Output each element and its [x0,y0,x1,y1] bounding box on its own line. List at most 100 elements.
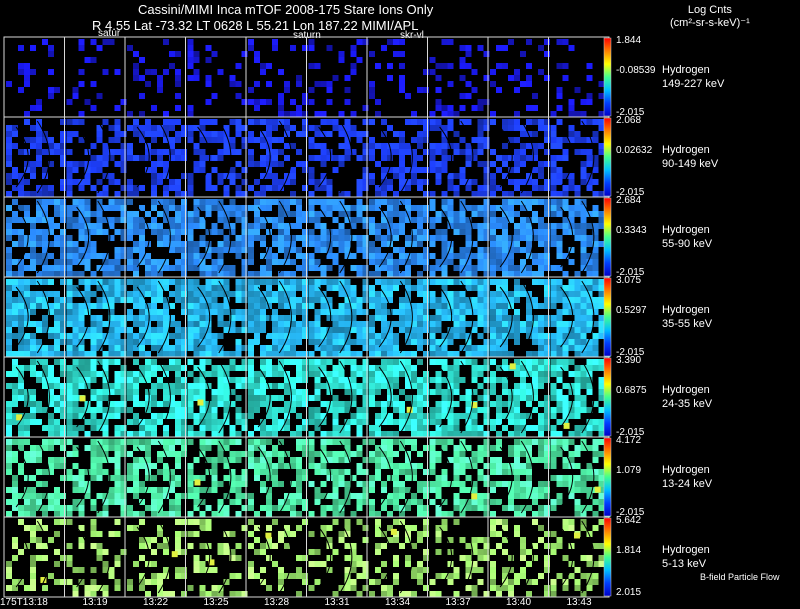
count-pixel [514,161,520,167]
count-pixel [248,377,254,383]
count-pixel [586,475,593,481]
count-pixel [169,235,175,241]
count-pixel [24,75,30,81]
count-pixel [266,173,272,179]
image-panel [306,276,369,358]
count-pixel [12,271,18,277]
count-pixel [151,339,157,345]
count-pixel [284,119,290,125]
count-pixel [490,279,496,285]
count-pixel [72,93,79,99]
count-pixel [490,149,496,155]
count-pixel [235,493,242,499]
image-panel [548,356,611,438]
count-pixel [163,487,169,493]
count-pixel [78,279,85,285]
count-pixel [586,63,593,69]
count-pixel [169,247,175,253]
count-pixel [78,45,85,51]
count-pixel [550,439,557,445]
count-pixel [375,345,381,351]
count-pixel [278,217,284,223]
count-pixel [96,137,103,143]
count-pixel [592,223,599,229]
count-pixel [78,339,85,345]
count-pixel [502,271,508,277]
count-pixel [102,271,109,277]
count-pixel [496,469,502,475]
count-pixel [356,451,363,457]
count-pixel [387,241,393,247]
count-pixel [211,131,218,137]
colorbar [603,117,612,197]
count-pixel [399,149,405,155]
count-pixel [302,131,308,137]
count-pixel [532,143,538,149]
count-pixel [290,505,296,511]
count-pixel [586,161,593,167]
count-pixel [526,131,532,137]
count-pixel [356,425,363,431]
count-pixel [260,217,266,223]
count-pixel [405,425,411,431]
count-pixel [544,439,550,445]
count-pixel [169,241,175,247]
count-pixel [490,511,496,517]
contour-arc [581,200,595,274]
count-pixel [490,351,496,357]
count-pixel [411,229,417,235]
count-pixel [556,105,563,111]
count-pixel [538,303,544,309]
count-pixel [127,345,133,351]
count-pixel [248,339,254,345]
count-pixel [284,279,290,285]
count-pixel [84,253,91,259]
count-pixel [18,149,24,155]
count-pixel [514,439,520,445]
count-pixel [42,211,48,217]
count-pixel [447,297,454,303]
count-pixel [314,359,321,365]
count-pixel [477,205,484,211]
count-pixel [405,487,411,493]
count-pixel [556,371,563,377]
count-pixel [544,185,550,191]
count-pixel [338,161,345,167]
count-pixel [272,333,278,339]
count-pixel [453,365,460,371]
count-pixel [308,365,315,371]
count-pixel [477,161,484,167]
count-pixel [326,131,333,137]
count-pixel [538,505,544,511]
count-pixel [18,265,24,271]
contour-arc [439,126,453,188]
count-pixel [423,309,429,315]
count-pixel [393,173,399,179]
count-pixel [381,481,387,487]
count-pixel [514,389,520,395]
count-pixel [72,303,79,309]
count-pixel [151,505,157,511]
count-pixel [139,223,145,229]
count-pixel [483,389,490,395]
count-pixel [411,235,417,241]
count-pixel [217,199,224,205]
count-pixel [435,383,442,389]
count-pixel [429,191,436,197]
contour-arc [97,120,111,194]
count-pixel [598,315,605,321]
count-pixel [393,205,399,211]
count-pixel [490,211,496,217]
count-pixel [435,259,442,265]
count-pixel [459,499,466,505]
count-pixel [514,69,520,75]
count-pixel [90,229,97,235]
count-pixel [399,253,405,259]
count-pixel [550,143,557,149]
count-pixel [580,481,587,487]
count-pixel [72,377,79,383]
count-pixel [447,39,454,45]
count-pixel [30,511,36,517]
count-pixel [278,229,284,235]
count-pixel [435,505,442,511]
